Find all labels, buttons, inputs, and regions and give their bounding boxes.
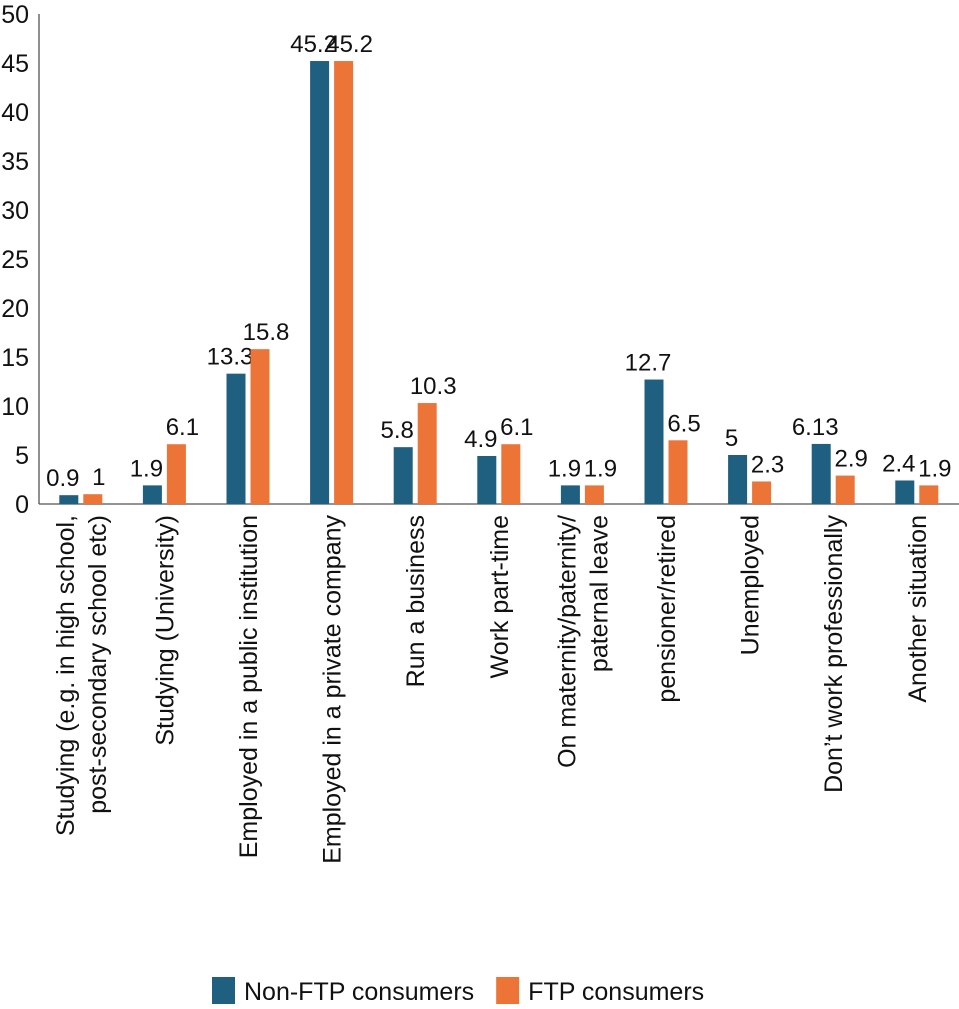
data-label: 6.5 xyxy=(667,410,700,437)
data-label: 2.9 xyxy=(835,446,868,473)
bar-ftp xyxy=(584,485,604,504)
data-label: 6.1 xyxy=(166,414,199,441)
y-tick-label: 45 xyxy=(1,50,29,78)
y-tick-label: 20 xyxy=(1,295,29,323)
data-label: 1.9 xyxy=(584,455,617,482)
bar-non-ftp xyxy=(310,61,330,504)
data-label: 0.9 xyxy=(46,465,79,492)
x-category-label: Run a business xyxy=(402,515,430,687)
bar-ftp xyxy=(668,440,688,504)
x-category-label: paternal leave xyxy=(585,515,613,672)
y-tick-label: 35 xyxy=(1,148,29,176)
x-category-label: Employed in a public institution xyxy=(235,515,263,858)
data-label: 1.9 xyxy=(548,455,581,482)
legend-swatch xyxy=(212,977,235,1004)
y-tick-label: 0 xyxy=(15,491,29,519)
y-tick-label: 50 xyxy=(1,1,29,29)
legend-swatch xyxy=(496,977,520,1004)
bar-ftp xyxy=(417,403,437,504)
y-tick-label: 40 xyxy=(1,99,29,127)
bar-non-ftp xyxy=(142,485,162,504)
bar-ftp xyxy=(250,349,270,504)
bar-ftp xyxy=(334,61,354,504)
y-tick-label: 15 xyxy=(1,344,29,372)
bar-non-ftp xyxy=(728,455,748,504)
x-category-label: Work part-time xyxy=(486,515,514,678)
legend-label: FTP consumers xyxy=(528,978,704,1004)
bar-ftp xyxy=(501,444,521,504)
data-label: 1.9 xyxy=(918,455,951,482)
bar-non-ftp xyxy=(59,495,79,504)
x-category-label: Employed in a private company xyxy=(319,515,347,864)
bar-non-ftp xyxy=(560,485,580,504)
bar-non-ftp xyxy=(477,455,497,504)
data-label: 10.3 xyxy=(410,373,457,400)
data-label: 45.2 xyxy=(290,31,337,58)
bar-non-ftp xyxy=(644,379,664,504)
bar-ftp xyxy=(752,481,772,504)
bar-ftp xyxy=(166,444,186,504)
x-category-label: Studying (e.g. in high school, xyxy=(52,515,80,836)
y-tick-label: 30 xyxy=(1,197,29,225)
y-tick-label: 25 xyxy=(1,246,29,274)
bar-non-ftp xyxy=(895,480,915,504)
bar-non-ftp xyxy=(393,447,413,504)
data-label: 5.8 xyxy=(381,417,414,444)
x-category-label: Don’t work professionally xyxy=(820,515,848,793)
bar-ftp xyxy=(835,475,855,504)
bar-non-ftp xyxy=(226,373,246,504)
bar-non-ftp xyxy=(811,443,831,504)
x-category-label: pensioner/retired xyxy=(653,515,681,703)
data-label: 2.4 xyxy=(882,450,915,477)
y-tick-label: 5 xyxy=(15,442,29,470)
data-label: 12.7 xyxy=(625,350,672,377)
data-label: 6.13 xyxy=(792,414,839,441)
data-label: 5 xyxy=(725,425,738,452)
data-label: 45.2 xyxy=(326,31,373,58)
legend-label: Non-FTP consumers xyxy=(244,978,474,1004)
data-label: 1 xyxy=(92,464,105,491)
x-category-label: Unemployed xyxy=(737,515,765,655)
x-category-label: On maternity/paternity/ xyxy=(553,515,581,768)
data-label: 6.1 xyxy=(500,414,533,441)
x-category-label: Studying (University) xyxy=(151,515,179,746)
data-label: 2.3 xyxy=(751,451,784,478)
data-label: 13.3 xyxy=(207,344,254,371)
data-label: 4.9 xyxy=(464,426,497,453)
data-label: 15.8 xyxy=(243,319,290,346)
bar-ftp xyxy=(919,485,939,504)
x-category-label: Another situation xyxy=(904,515,932,703)
y-tick-label: 10 xyxy=(1,393,29,421)
data-label: 1.9 xyxy=(130,455,163,482)
bar-ftp xyxy=(83,494,103,504)
x-category-label: post-secondary school etc) xyxy=(84,515,112,814)
